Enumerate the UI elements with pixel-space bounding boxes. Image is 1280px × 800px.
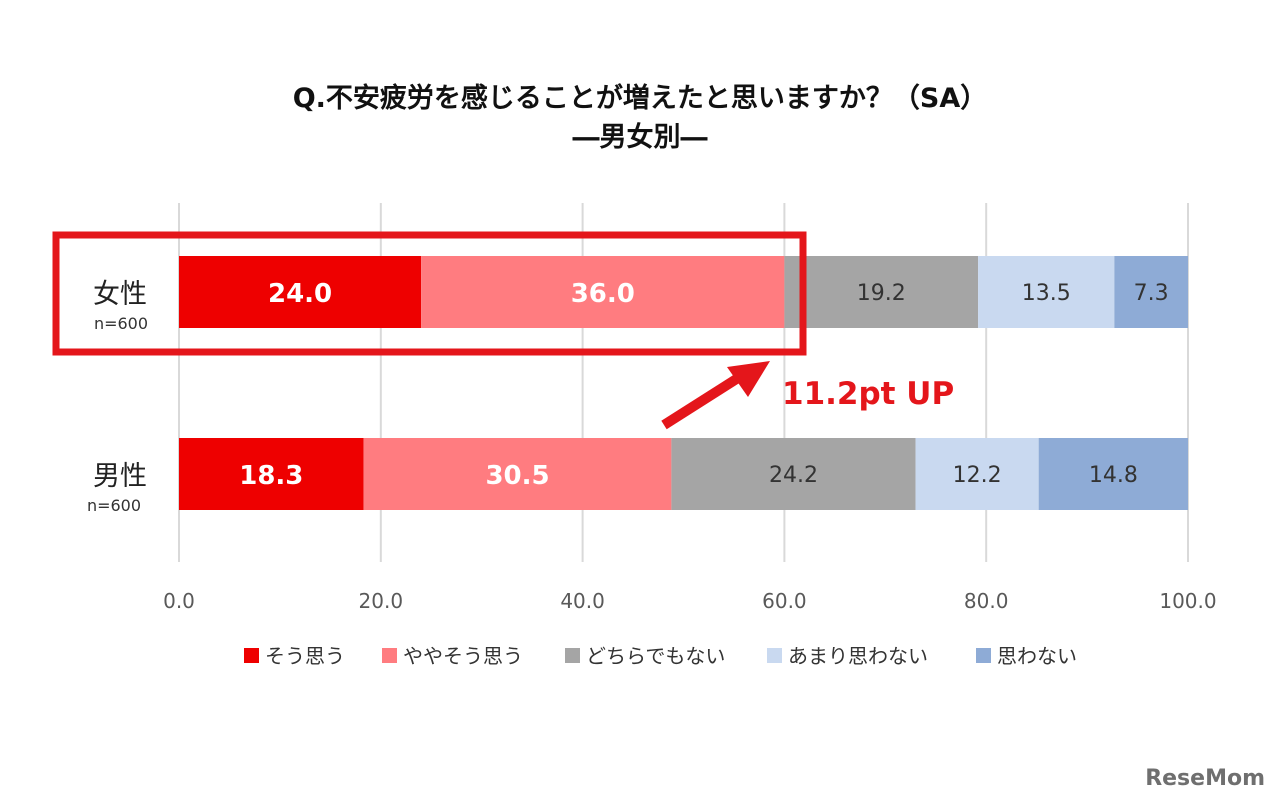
x-tick-label: 0.0 — [163, 589, 195, 613]
data-label: 12.2 — [953, 463, 1002, 488]
category-n-label: n=600 — [87, 496, 141, 515]
legend-label: ややそう思う — [403, 644, 523, 668]
annotation: 11.2pt UP — [52, 231, 954, 430]
legend: そう思う ややそう思う どちらでもない あまり思わない 思わない — [244, 644, 1077, 668]
x-tick-label: 100.0 — [1159, 589, 1216, 613]
highlight-frame — [52, 231, 807, 356]
legend-label: どちらでもない — [586, 644, 725, 668]
category-labels: 女性 n=600 男性 n=600 — [87, 279, 148, 515]
legend-label: 思わない — [997, 644, 1077, 668]
legend-swatch — [976, 648, 991, 663]
bar-segment — [671, 438, 916, 510]
category-label: 女性 — [93, 279, 147, 310]
bar-segment — [978, 256, 1115, 328]
legend-label: そう思う — [265, 644, 345, 668]
data-label: 24.0 — [268, 279, 332, 309]
x-tick-label: 80.0 — [964, 589, 1009, 613]
bar-segment — [179, 438, 364, 510]
chart-subtitle: ―男女別― — [573, 121, 708, 153]
data-label: 7.3 — [1134, 281, 1169, 306]
data-label: 36.0 — [571, 279, 635, 309]
data-label: 14.8 — [1089, 463, 1138, 488]
bar-segment — [363, 438, 672, 510]
legend-swatch — [767, 648, 782, 663]
data-label: 13.5 — [1022, 281, 1071, 306]
annotation-arrow-shaft — [661, 373, 741, 430]
data-label: 24.2 — [769, 463, 818, 488]
bar-segment — [1038, 438, 1188, 510]
annotation-text: 11.2pt UP — [782, 376, 954, 412]
bar-segment — [421, 256, 785, 328]
legend-label: あまり思わない — [788, 644, 928, 668]
data-label: 18.3 — [239, 461, 303, 491]
bars — [179, 256, 1188, 510]
category-n-label: n=600 — [94, 314, 148, 333]
x-axis-ticks: 0.0 20.0 40.0 60.0 80.0 100.0 — [163, 589, 1217, 613]
data-label: 19.2 — [857, 281, 906, 306]
value-labels: 24.0 36.0 19.2 13.5 7.3 18.3 30.5 24.2 12.2 14.8 — [239, 279, 1168, 491]
bar-segment — [784, 256, 979, 328]
bar-segment — [915, 438, 1039, 510]
bar-segment — [179, 256, 422, 328]
x-tick-label: 20.0 — [359, 589, 404, 613]
chart-title: Q.不安疲労を感じることが増えたと思いますか？（SA） — [293, 82, 988, 114]
x-tick-label: 60.0 — [762, 589, 807, 613]
watermark-logo: ReseMom — [1145, 766, 1265, 791]
legend-swatch — [244, 648, 259, 663]
bar-segment — [1114, 256, 1188, 328]
legend-swatch — [565, 648, 580, 663]
legend-swatch — [382, 648, 397, 663]
data-label: 30.5 — [485, 461, 549, 491]
annotation-arrow-head — [727, 361, 770, 397]
x-tick-label: 40.0 — [560, 589, 605, 613]
category-label: 男性 — [93, 461, 147, 492]
